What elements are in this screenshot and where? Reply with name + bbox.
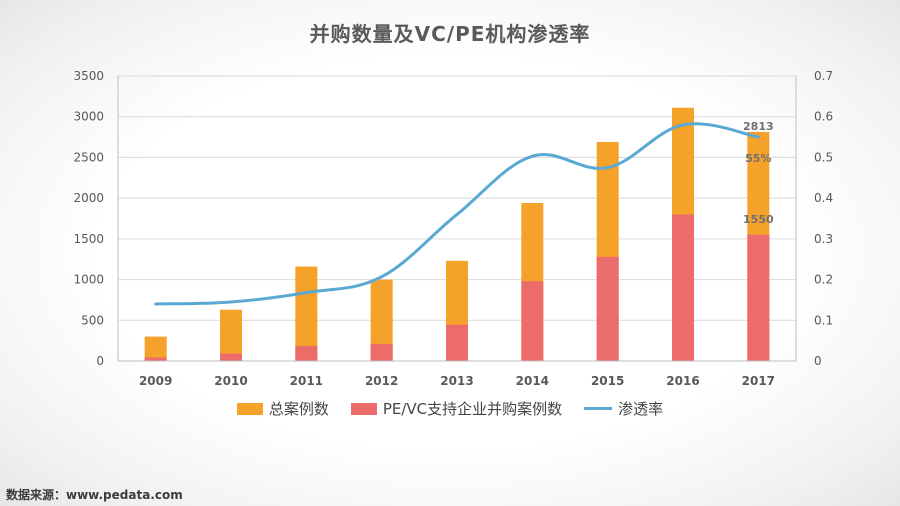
annotations: 2813 55% 1550 xyxy=(743,120,774,226)
y-right-tick-label: 0.3 xyxy=(814,232,833,246)
bar-pevc-2015 xyxy=(596,256,619,361)
y-left-tick-label: 2500 xyxy=(73,150,104,164)
legend-label-total: 总案例数 xyxy=(268,400,329,418)
rate-point-2017 xyxy=(756,135,760,139)
x-tick-label-2013: 2013 xyxy=(440,374,473,388)
x-tick-label-2017: 2017 xyxy=(742,374,775,388)
bar-pevc-2013 xyxy=(446,324,468,361)
legend-item-rate: 渗透率 xyxy=(584,398,663,419)
annotation-pevc-2017: 1550 xyxy=(743,213,774,226)
rate-point-2016 xyxy=(681,123,685,127)
legend-swatch-pevc xyxy=(350,402,377,415)
bar-total-2010 xyxy=(220,309,242,361)
x-tick-label-2016: 2016 xyxy=(666,374,699,388)
y-right-tick-label: 0 xyxy=(814,354,822,368)
bar-pevc-2009 xyxy=(144,357,167,361)
y-right-tick-label: 0.7 xyxy=(814,69,833,83)
x-tick-label-2011: 2011 xyxy=(290,374,323,388)
source-note: 数据来源：www.pedata.com xyxy=(6,488,183,502)
rate-line xyxy=(154,122,760,306)
y-right-tick-label: 0.5 xyxy=(814,150,833,164)
y-axis-left: 0 500 1000 1500 2000 2500 3000 3500 xyxy=(73,69,119,368)
bar-pevc-2016 xyxy=(672,214,694,361)
legend-swatch-rate xyxy=(584,407,613,410)
y-left-tick-label: 0 xyxy=(96,354,104,368)
bar-pevc-2014 xyxy=(521,281,544,361)
x-tick-label-2012: 2012 xyxy=(365,374,398,388)
legend: 总案例数 PE/VC支持企业并购案例数 渗透率 xyxy=(0,398,900,419)
rate-point-2014 xyxy=(530,154,534,158)
legend-swatch-total xyxy=(236,402,263,415)
y-right-tick-label: 0.2 xyxy=(814,273,833,287)
annotation-rate-2017: 55% xyxy=(745,152,771,165)
bar-pevc-2017 xyxy=(747,234,770,361)
rate-point-2015 xyxy=(606,166,610,170)
y-left-tick-label: 1000 xyxy=(73,273,104,287)
annotation-total-2017: 2813 xyxy=(743,120,774,133)
y-right-tick-label: 0.1 xyxy=(814,313,833,327)
rate-point-2009 xyxy=(154,302,158,306)
y-left-tick-label: 3500 xyxy=(73,69,104,83)
bar-total-2009 xyxy=(144,336,167,361)
x-tick-label-2015: 2015 xyxy=(591,374,624,388)
y-left-tick-label: 1500 xyxy=(73,232,104,246)
legend-item-pevc: PE/VC支持企业并购案例数 xyxy=(350,398,563,419)
y-right-tick-label: 0.6 xyxy=(814,110,833,124)
bar-total-2011 xyxy=(295,266,318,361)
y-left-tick-label: 3000 xyxy=(73,110,104,124)
rate-point-2011 xyxy=(304,291,308,295)
bar-pevc-2012 xyxy=(370,343,393,361)
x-tick-label-2010: 2010 xyxy=(214,374,247,388)
legend-item-total: 总案例数 xyxy=(236,398,329,419)
bar-pevc-2011 xyxy=(295,345,318,361)
bars xyxy=(144,107,770,361)
bar-pevc-2010 xyxy=(220,353,242,361)
y-left-tick-label: 2000 xyxy=(73,191,104,205)
y-axis-right: 0 0.1 0.2 0.3 0.4 0.5 0.6 0.7 xyxy=(795,69,833,368)
legend-label-pevc: PE/VC支持企业并购案例数 xyxy=(382,400,563,418)
rate-point-2013 xyxy=(455,212,459,216)
rate-point-2010 xyxy=(229,300,233,304)
x-tick-label-2014: 2014 xyxy=(516,374,549,388)
bar-total-2012 xyxy=(370,279,393,361)
y-right-tick-label: 0.4 xyxy=(814,191,833,205)
x-tick-label-2009: 2009 xyxy=(139,374,172,388)
legend-label-rate: 渗透率 xyxy=(618,400,664,418)
x-axis: 2009 2010 2011 2012 2013 2014 2015 2016 2017 xyxy=(118,360,796,388)
chart-title: 并购数量及VC/PE机构渗透率 xyxy=(309,22,591,46)
y-left-tick-label: 500 xyxy=(81,313,104,327)
rate-point-2012 xyxy=(380,275,384,279)
